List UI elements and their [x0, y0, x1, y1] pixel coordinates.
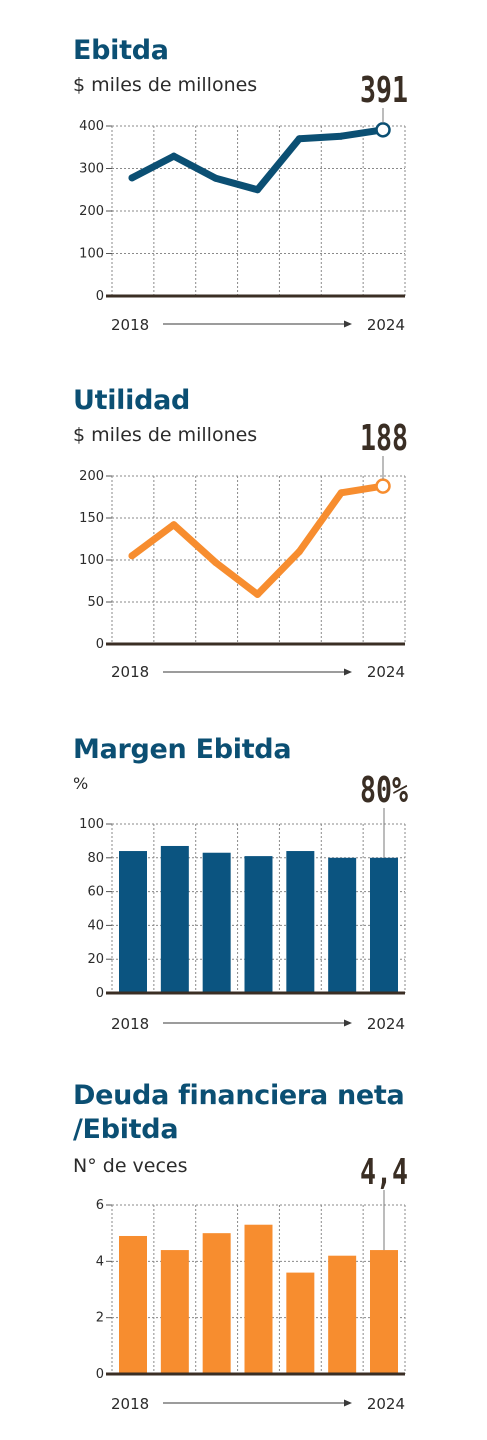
data-point: [295, 548, 303, 556]
timeline-arrow-head: [344, 1019, 352, 1027]
data-point: [254, 590, 261, 598]
chart-title: Ebitda: [73, 35, 169, 66]
data-point-highlight: [375, 478, 391, 494]
chart-subtitle: N° de veces: [73, 1155, 188, 1177]
data-point: [212, 559, 220, 567]
highlight-value: 188: [360, 418, 408, 459]
y-tick-label: 0: [96, 1367, 104, 1382]
x-end-label: 2024: [367, 316, 405, 334]
y-tick-label: 50: [87, 595, 104, 610]
bar: [370, 857, 398, 993]
y-tick-label: 150: [79, 511, 104, 526]
chart-subtitle: $ miles de millones: [73, 74, 258, 96]
chart-title: Utilidad: [73, 385, 191, 416]
chart-title: Margen Ebitda: [73, 734, 292, 765]
y-tick-label: 60: [87, 885, 104, 900]
y-tick-label: 400: [79, 119, 104, 134]
data-point: [295, 135, 303, 143]
data-point-highlight: [375, 122, 391, 138]
data-point: [170, 521, 178, 529]
x-start-label: 2018: [111, 663, 149, 681]
y-tick-label: 80: [87, 851, 104, 866]
highlight-value: 391: [360, 70, 408, 111]
y-tick-label: 6: [96, 1198, 104, 1213]
y-tick-label: 0: [96, 986, 104, 1001]
chart-panel-utilidad: Utilidad $ miles de millones 0 50 100 150 20…: [0, 348, 487, 693]
y-tick-label: 20: [87, 952, 104, 967]
x-start-label: 2018: [111, 1015, 149, 1033]
timeline-arrow-head: [344, 320, 352, 328]
bar: [244, 1224, 273, 1374]
y-tick-label: 2: [96, 1311, 104, 1326]
bar: [286, 1272, 315, 1374]
y-tick-label: 200: [79, 204, 104, 219]
data-point: [254, 186, 261, 194]
x-end-label: 2024: [367, 1395, 405, 1413]
data-line: [128, 482, 387, 598]
data-point: [128, 174, 136, 182]
chart-panel-margen-ebitda: Margen Ebitda % 0 20 40 60 80 100 80% 2018 2024: [0, 700, 487, 1045]
y-tick-label: 100: [79, 553, 104, 568]
data-point: [170, 152, 178, 160]
y-tick-label: 4: [96, 1254, 104, 1269]
chart-subtitle: %: [73, 774, 89, 793]
bar: [328, 857, 357, 993]
y-tick-label: 100: [79, 817, 104, 832]
y-tick-label: 0: [96, 637, 104, 652]
chart-subtitle: $ miles de millones: [73, 424, 258, 446]
y-tick-label: 200: [79, 469, 104, 484]
x-end-label: 2024: [367, 663, 405, 681]
chart-panel-deuda-ebitda: Deuda financiera neta /Ebitda N° de vece…: [0, 1065, 487, 1440]
chart-title: Deuda financiera neta /Ebitda: [73, 1080, 405, 1145]
bar: [160, 1250, 189, 1374]
y-tick-label: 0: [96, 289, 104, 304]
bar-chart-margen-ebitda: 0 20 40 60 80 100 80% 2018 2024: [79, 770, 408, 1033]
x-start-label: 2018: [111, 316, 149, 334]
chart-panel-ebitda: Ebitda $ miles de millones 0 100 200 300 400…: [0, 0, 487, 345]
data-point: [128, 552, 136, 560]
highlight-value: 80%: [360, 770, 408, 811]
bar: [202, 1233, 231, 1374]
timeline-arrow-head: [344, 668, 352, 676]
bar-chart-deuda-ebitda: 0 2 4 6 4,4 2018 2024: [96, 1152, 408, 1413]
bar: [370, 1250, 398, 1374]
data-point: [337, 132, 345, 140]
y-tick-label: 40: [87, 918, 104, 933]
data-point: [337, 489, 345, 497]
bar: [328, 1255, 357, 1374]
bar: [119, 851, 147, 993]
highlight-value: 4,4: [360, 1152, 408, 1193]
bar: [119, 1235, 147, 1374]
bar: [244, 856, 273, 993]
x-end-label: 2024: [367, 1015, 405, 1033]
y-tick-label: 100: [79, 247, 104, 262]
bar: [202, 852, 231, 993]
x-start-label: 2018: [111, 1395, 149, 1413]
bar: [160, 845, 189, 993]
bar: [286, 851, 315, 993]
data-point: [212, 174, 220, 182]
data-line: [128, 126, 387, 194]
timeline-arrow-head: [344, 1399, 352, 1407]
y-tick-label: 300: [79, 162, 104, 177]
line-chart-ebitda: 0 100 200 300 400 391 2018 2024: [79, 70, 408, 334]
line-chart-utilidad: 0 50 100 150 200 188 2018 2024: [79, 418, 408, 681]
